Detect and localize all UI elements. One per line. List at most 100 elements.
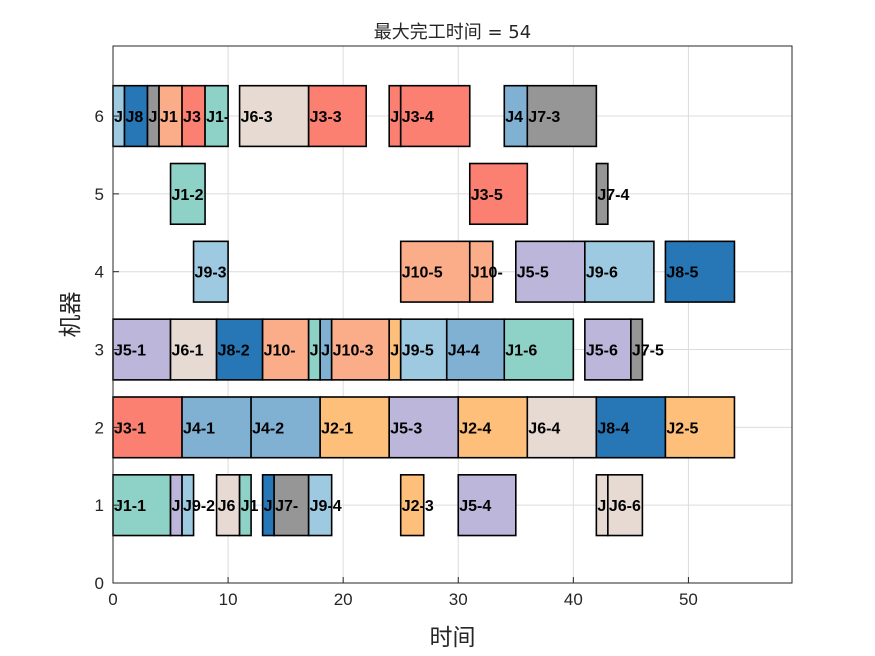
- bar-rect: [584, 318, 632, 381]
- operation-bar-j6: J6-6: [607, 474, 644, 537]
- operation-bar-j1: J1-: [204, 84, 229, 148]
- operation-bar-j8: J8-4: [595, 396, 667, 459]
- operation-bar-j8: J8: [123, 84, 149, 148]
- bar-label: J1: [241, 498, 259, 515]
- y-tick-label: 0: [95, 574, 104, 593]
- operation-bar-j4: J4: [503, 84, 529, 148]
- operation-bar-j2: J2-3: [399, 474, 434, 537]
- bar-label: J3: [183, 109, 201, 126]
- bar-rect: [112, 396, 183, 459]
- y-axis-label: 机器: [58, 292, 84, 338]
- x-axis-label: 时间: [430, 625, 476, 651]
- operation-bar-j9: J9-3: [192, 240, 229, 303]
- operation-bar-j10: J10-: [261, 318, 310, 381]
- bar-label: J2-3: [402, 498, 434, 515]
- x-tick-label: 20: [334, 590, 353, 609]
- x-tick-label: 50: [679, 590, 698, 609]
- bar-rect: [169, 162, 206, 226]
- y-tick-labels: 0 1 2 3 4 5 6: [95, 107, 119, 593]
- operation-bar-j1: J1: [238, 474, 259, 537]
- bar-rect: [250, 396, 321, 459]
- y-tick-label: 4: [95, 263, 104, 282]
- operation-bar-j2: J2-5: [664, 396, 736, 459]
- bar-label: J6-6: [609, 498, 641, 515]
- bar-rect: [307, 84, 367, 148]
- bar-label: J8-5: [666, 265, 698, 282]
- bar-label: J8-2: [218, 343, 250, 360]
- operation-bar-j3: J: [388, 84, 402, 148]
- bar-label: J7-3: [528, 109, 560, 126]
- bar-label: J: [321, 343, 330, 360]
- operation-bar-j8: J8-2: [215, 318, 264, 381]
- bar-label: J1: [160, 109, 178, 126]
- bar-label: J3-5: [471, 187, 503, 204]
- operation-bar-j6: J6: [215, 474, 241, 537]
- y-tick-label: 5: [95, 185, 104, 204]
- bar-rect: [192, 240, 229, 303]
- x-tick-label: 40: [564, 590, 583, 609]
- bar-rect: [112, 318, 172, 381]
- x-tick-label: 30: [449, 590, 468, 609]
- bar-rect: [399, 474, 425, 537]
- bar-rect: [388, 396, 460, 459]
- bar-rect: [238, 474, 252, 537]
- operation-bar-j6: J6-1: [169, 318, 218, 381]
- bar-rect: [607, 474, 644, 537]
- bar-label: J7-: [275, 498, 298, 515]
- bar-rect: [664, 396, 736, 459]
- bar-label: J9-4: [310, 498, 342, 515]
- operation-bar-j7: J7-: [273, 474, 310, 537]
- bar-label: J9-6: [586, 265, 618, 282]
- bar-label: J5-6: [586, 343, 618, 360]
- bar-label: J9-5: [402, 343, 434, 360]
- bar-label: J6-4: [528, 420, 560, 437]
- operation-bar-j5: J5-5: [514, 240, 586, 303]
- bar-label: J: [390, 343, 399, 360]
- bar-rect: [399, 240, 471, 303]
- bar-rect: [526, 84, 598, 148]
- y-tick-label: 3: [95, 341, 104, 360]
- bar-rect: [514, 240, 586, 303]
- bar-label: J4-2: [252, 420, 284, 437]
- operation-bar-j10: J10-: [468, 240, 503, 303]
- operation-bar-j7: J7-4: [595, 162, 629, 226]
- operation-bar-j2: J2-1: [319, 396, 391, 459]
- operation-bar-j9: J9-5: [399, 318, 448, 381]
- bar-label: J10-5: [402, 265, 443, 282]
- bar-rect: [169, 318, 218, 381]
- bar-label: J6-3: [241, 109, 273, 126]
- bar-rect: [181, 474, 195, 537]
- operation-bars: J1-1 J J9-2 J6 J1 J J7- J9-4 J2-3 J5-4 J J6-6J3-1 J4…: [112, 84, 736, 537]
- bar-label: J5-5: [517, 265, 549, 282]
- bar-label: J5-4: [459, 498, 491, 515]
- operation-bar-j5: J: [169, 474, 183, 537]
- bar-rect: [399, 84, 471, 148]
- bar-rect: [630, 318, 644, 381]
- bar-label: J10-3: [333, 343, 374, 360]
- bar-label: J: [597, 498, 606, 515]
- bar-label: J5-3: [390, 420, 422, 437]
- x-tick-labels: 0 10 20 30 40 50: [108, 577, 698, 609]
- y-tick-label: 2: [95, 418, 104, 437]
- operation-bar-j5: J5-3: [388, 396, 460, 459]
- operation-bar-j8: J: [261, 474, 275, 537]
- operation-bar-j4: J4-4: [445, 318, 506, 381]
- operation-bar-j1: J1-6: [503, 318, 575, 381]
- bar-label: J: [172, 498, 181, 515]
- operation-bar-j6: J: [595, 474, 609, 537]
- bar-label: J4-4: [448, 343, 480, 360]
- operation-bar-j7: J: [146, 84, 160, 148]
- operation-bar-j7: J7-5: [630, 318, 664, 381]
- operation-bar-j6: J6-3: [238, 84, 310, 148]
- operation-bar-j5: J5-4: [457, 474, 517, 537]
- operation-bar-j4: J: [319, 318, 333, 381]
- bar-label: J5-1: [114, 343, 146, 360]
- plot-frame: [112, 45, 793, 584]
- bar-label: J1-: [206, 109, 229, 126]
- operation-bar-j3: J3-4: [399, 84, 471, 148]
- operation-bar-j1: J1-2: [169, 162, 206, 226]
- operation-bar-j6: J6-4: [526, 396, 598, 459]
- operation-bar-j4: J4-1: [181, 396, 252, 459]
- bar-rect: [181, 396, 252, 459]
